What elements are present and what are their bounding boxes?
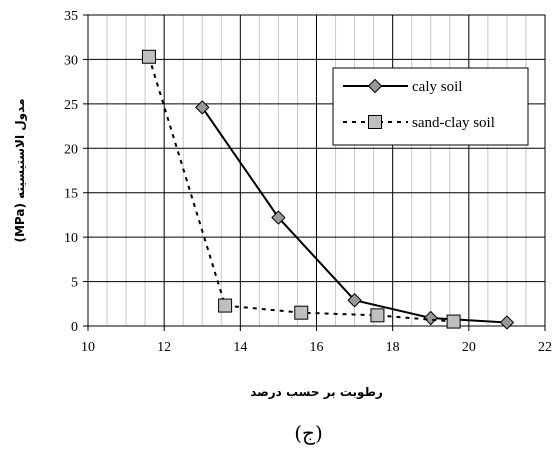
data-point-square	[446, 314, 461, 329]
y-tick-label: 20	[64, 142, 78, 157]
legend-label-sand-clay-soil: sand-clay soil	[412, 115, 495, 131]
y-tick-label: 15	[64, 187, 78, 202]
x-tick-label: 18	[386, 340, 400, 355]
x-tick-label: 16	[310, 340, 324, 355]
y-axis-label: مدول الاستیسیته (MPa)	[13, 98, 28, 242]
data-point-diamond	[271, 210, 286, 225]
figure-caption: (ج)	[294, 421, 323, 445]
data-point-diamond	[423, 310, 438, 326]
x-tick-label: 20	[462, 340, 476, 355]
y-tick-label: 25	[64, 98, 78, 113]
x-axis-label: رطوبت بر حسب درصد	[250, 385, 383, 400]
data-point-square	[294, 305, 309, 320]
y-tick-label: 35	[64, 9, 78, 24]
y-tick-label: 0	[71, 320, 78, 335]
y-tick-label: 10	[64, 231, 78, 246]
data-point-square	[370, 308, 385, 323]
x-tick-label: 12	[157, 340, 171, 355]
data-point-diamond	[347, 293, 362, 308]
x-tick-label: 10	[81, 340, 95, 355]
x-axis-ticks: 10 12 14 16 18 20 22	[81, 326, 552, 355]
major-gridlines	[87, 14, 546, 327]
legend-marker-square	[368, 115, 382, 129]
legend: caly soil sand-clay soil	[332, 67, 529, 146]
y-axis-ticks: 0 5 10 15 20 25 30 35	[64, 9, 88, 335]
data-point-square	[141, 49, 156, 64]
x-tick-label: 14	[233, 340, 247, 355]
series-layer	[141, 49, 515, 330]
x-tick-label: 22	[538, 340, 552, 355]
legend-marker-diamond	[367, 78, 383, 94]
y-tick-label: 30	[64, 53, 78, 68]
data-point-diamond	[499, 315, 515, 330]
legend-label-caly-soil: caly soil	[412, 79, 462, 95]
data-point-diamond	[195, 100, 210, 115]
legend-box	[332, 67, 529, 146]
data-point-square	[218, 298, 233, 313]
minor-gridlines	[106, 15, 527, 326]
y-tick-label: 5	[71, 276, 78, 291]
